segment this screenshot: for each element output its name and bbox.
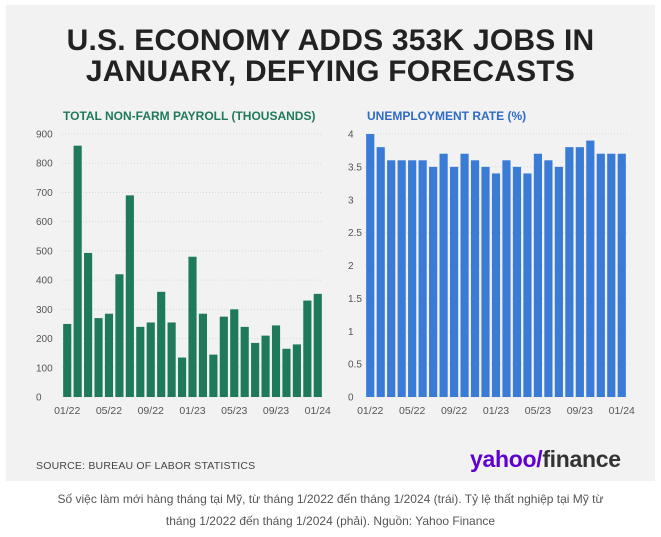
payroll-chart: 0 100 200 300 400 500 600 700 800 900 01/22 05/22 09… xyxy=(36,130,331,418)
payroll-x-tick-label: 01/23 xyxy=(179,405,205,417)
headline-line-1: U.S. ECONOMY ADDS 353K JOBS IN xyxy=(66,24,595,57)
unemployment-x-tick-label: 01/23 xyxy=(483,405,509,417)
payroll-bar xyxy=(104,313,114,397)
unemployment-bar xyxy=(544,160,553,397)
payroll-y-tick-label: 100 xyxy=(36,363,53,374)
unemployment-bar xyxy=(607,153,616,397)
logo-product: finance xyxy=(542,446,621,472)
unemployment-bar xyxy=(554,166,563,397)
payroll-bar xyxy=(240,326,249,397)
payroll-bar xyxy=(261,335,270,397)
unemployment-bar xyxy=(491,173,501,397)
payroll-bar xyxy=(230,309,239,397)
chart-panel: U.S. ECONOMY ADDS 353K JOBS IN JANUARY, … xyxy=(6,5,655,481)
unemployment-bar xyxy=(502,160,511,397)
payroll-y-tick-label: 500 xyxy=(36,246,53,257)
source-note: SOURCE: BUREAU OF LABOR STATISTICS xyxy=(36,460,256,472)
unemployment-bar xyxy=(418,160,427,397)
payroll-bar xyxy=(146,322,155,397)
unemployment-x-tick-label: 01/24 xyxy=(609,405,635,417)
unemployment-y-tick-label: 4 xyxy=(348,130,354,141)
unemployment-bar xyxy=(408,160,417,397)
payroll-y-tick-label: 400 xyxy=(36,276,53,287)
unemployment-bar xyxy=(387,160,396,397)
unemployment-bar xyxy=(429,166,438,397)
unemployment-y-tick-label: 2 xyxy=(348,261,354,272)
unemployment-bar xyxy=(523,173,532,397)
yahoo-finance-logo: yahoo/finance xyxy=(470,446,621,473)
payroll-x-tick-label: 09/23 xyxy=(263,405,289,417)
unemployment-bar xyxy=(565,147,574,397)
unemployment-bar xyxy=(460,153,469,397)
unemployment-x-tick-label: 05/23 xyxy=(525,405,551,417)
payroll-bar xyxy=(198,313,208,397)
unemployment-bar xyxy=(397,160,406,397)
caption-line-1: Số việc làm mới hàng tháng tại Mỹ, từ th… xyxy=(57,492,604,506)
unemployment-y-tick-label: 3 xyxy=(348,195,354,206)
payroll-bar xyxy=(84,252,93,397)
payroll-bar xyxy=(271,325,281,397)
payroll-y-tick-label: 200 xyxy=(36,334,53,345)
payroll-y-tick-label: 300 xyxy=(36,305,53,316)
payroll-x-tick-label: 05/23 xyxy=(221,405,247,417)
unemployment-y-tick-label: 1 xyxy=(348,327,354,338)
unemployment-bar xyxy=(617,153,626,397)
payroll-bar xyxy=(125,195,134,397)
unemployment-y-tick-label: 1.5 xyxy=(348,294,362,305)
payroll-y-tick-label: 0 xyxy=(36,393,42,404)
unemployment-x-tick-label: 05/22 xyxy=(399,405,425,417)
unemployment-bar xyxy=(376,147,385,397)
payroll-bar xyxy=(282,348,291,397)
payroll-x-tick-label: 01/24 xyxy=(305,405,331,417)
payroll-bar xyxy=(157,291,166,397)
unemployment-chart: 0 0.5 1 1.5 2 2.5 3 3.5 4 01/22 05/22 09/22 01/23 05/… xyxy=(348,130,635,418)
payroll-bar xyxy=(188,256,197,397)
payroll-bar xyxy=(63,323,72,397)
payroll-bar xyxy=(73,145,82,397)
unemployment-chart-title: UNEMPLOYMENT RATE (%) xyxy=(367,109,527,123)
unemployment-bar xyxy=(586,140,595,397)
headline: U.S. ECONOMY ADDS 353K JOBS IN JANUARY, … xyxy=(6,25,655,87)
payroll-x-tick-label: 09/22 xyxy=(138,405,164,417)
payroll-bar xyxy=(219,316,228,397)
charts-svg: 0 100 200 300 400 500 600 700 800 900 01/22 05/22 09… xyxy=(36,130,635,418)
payroll-bar xyxy=(251,342,260,397)
caption: Số việc làm mới hàng tháng tại Mỹ, từ th… xyxy=(0,488,661,532)
unemployment-bar xyxy=(533,153,543,397)
payroll-bar xyxy=(303,300,312,397)
payroll-y-tick-label: 600 xyxy=(36,217,53,228)
unemployment-y-tick-label: 0.5 xyxy=(348,360,362,371)
unemployment-x-tick-label: 09/23 xyxy=(567,405,593,417)
unemployment-bar xyxy=(366,134,375,397)
payroll-x-tick-label: 05/22 xyxy=(96,405,122,417)
payroll-bar xyxy=(292,344,301,397)
payroll-bar xyxy=(136,326,145,397)
unemployment-y-tick-label: 2.5 xyxy=(348,228,362,239)
payroll-y-tick-label: 700 xyxy=(36,188,53,199)
unemployment-bar xyxy=(470,160,480,397)
unemployment-bar xyxy=(481,166,490,397)
unemployment-x-tick-label: 09/22 xyxy=(441,405,467,417)
unemployment-bar xyxy=(449,166,459,397)
unemployment-bar xyxy=(596,153,605,397)
payroll-bar xyxy=(177,357,187,397)
caption-line-2: tháng 1/2022 đến tháng 1/2024 (phải). Ng… xyxy=(165,514,496,528)
payroll-bar xyxy=(209,354,218,397)
unemployment-bar xyxy=(439,153,448,397)
payroll-bar xyxy=(167,322,176,397)
payroll-y-tick-label: 800 xyxy=(36,159,53,170)
unemployment-x-tick-label: 01/22 xyxy=(357,405,383,417)
unemployment-y-tick-label: 0 xyxy=(348,393,354,404)
headline-line-2: JANUARY, DEFYING FORECASTS xyxy=(85,55,576,88)
unemployment-y-tick-label: 3.5 xyxy=(348,162,362,173)
payroll-y-tick-label: 900 xyxy=(36,130,53,141)
payroll-bar xyxy=(94,318,103,397)
payroll-bar xyxy=(313,293,322,397)
unemployment-bar xyxy=(575,147,584,397)
unemployment-bar xyxy=(512,166,522,397)
payroll-bar xyxy=(115,274,124,397)
payroll-x-tick-label: 01/22 xyxy=(54,405,80,417)
payroll-chart-title: TOTAL NON-FARM PAYROLL (THOUSANDS) xyxy=(63,109,316,123)
logo-brand: yahoo/ xyxy=(470,446,543,472)
